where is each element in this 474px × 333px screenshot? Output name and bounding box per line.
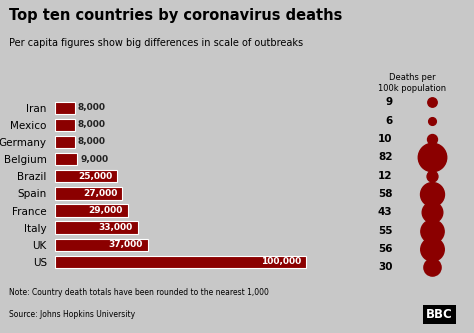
Text: BBC: BBC — [426, 308, 453, 321]
Text: 6: 6 — [385, 116, 392, 126]
Text: Source: Johns Hopkins University: Source: Johns Hopkins University — [9, 310, 136, 319]
Text: 9,000: 9,000 — [80, 155, 109, 164]
Text: 58: 58 — [378, 189, 392, 199]
Text: 29,000: 29,000 — [88, 206, 122, 215]
Text: 55: 55 — [378, 225, 392, 236]
Text: 12: 12 — [378, 170, 392, 181]
Point — [428, 118, 436, 123]
Text: 100,000: 100,000 — [261, 257, 301, 266]
Text: 25,000: 25,000 — [78, 172, 112, 181]
Bar — [55, 204, 128, 217]
Bar — [55, 239, 148, 251]
Point — [428, 100, 436, 105]
Bar — [55, 136, 75, 148]
Point — [428, 137, 436, 142]
Bar — [55, 187, 122, 199]
Bar — [55, 153, 77, 165]
Text: 33,000: 33,000 — [98, 223, 133, 232]
Point — [428, 228, 436, 233]
Text: Top ten countries by coronavirus deaths: Top ten countries by coronavirus deaths — [9, 8, 343, 23]
Bar — [55, 119, 75, 131]
Text: 9: 9 — [385, 97, 392, 108]
Text: 56: 56 — [378, 244, 392, 254]
Text: 8,000: 8,000 — [78, 138, 106, 147]
Text: 82: 82 — [378, 152, 392, 163]
Text: Per capita figures show big differences in scale of outbreaks: Per capita figures show big differences … — [9, 38, 304, 48]
Point — [428, 155, 436, 160]
Text: Deaths per
100k population: Deaths per 100k population — [378, 73, 447, 93]
Text: 10: 10 — [378, 134, 392, 144]
Text: 43: 43 — [378, 207, 392, 217]
Point — [428, 210, 436, 215]
Bar — [55, 170, 118, 182]
Point — [428, 191, 436, 196]
Text: 30: 30 — [378, 262, 392, 272]
Bar — [55, 221, 137, 234]
Text: 8,000: 8,000 — [78, 103, 106, 112]
Bar — [55, 102, 75, 114]
Bar — [55, 256, 306, 268]
Text: 37,000: 37,000 — [108, 240, 143, 249]
Text: 27,000: 27,000 — [83, 189, 118, 198]
Point — [428, 173, 436, 178]
Text: 8,000: 8,000 — [78, 120, 106, 129]
Point — [428, 264, 436, 270]
Text: Note: Country death totals have been rounded to the nearest 1,000: Note: Country death totals have been rou… — [9, 288, 269, 297]
Point — [428, 246, 436, 252]
